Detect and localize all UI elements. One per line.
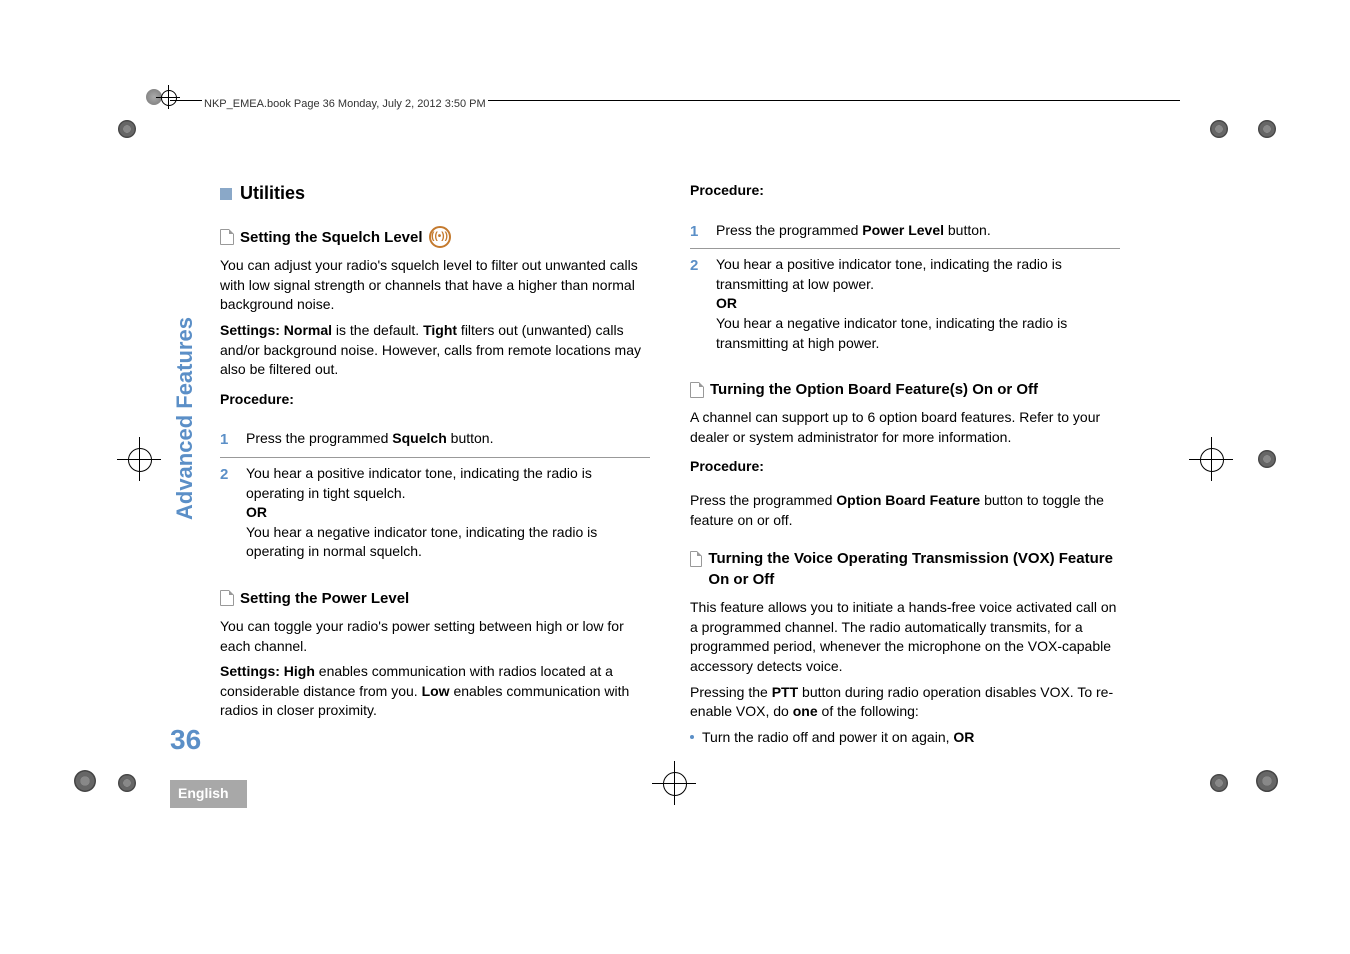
or-label: OR — [953, 729, 974, 745]
squelch-heading: Setting the Squelch Level ((•)) — [220, 226, 650, 248]
registration-mark — [1258, 450, 1276, 468]
squelch-button-label: Squelch — [392, 430, 446, 446]
vox-intro: This feature allows you to initiate a ha… — [690, 598, 1120, 676]
or-label: OR — [716, 295, 737, 311]
registration-mark — [1258, 120, 1276, 138]
registration-mark — [118, 120, 136, 138]
step-number: 1 — [220, 429, 228, 450]
square-bullet-icon — [220, 188, 232, 200]
tight-label: Tight — [423, 322, 457, 338]
settings-high: Settings: High — [220, 663, 315, 679]
procedure-label: Procedure: — [690, 457, 1120, 477]
squelch-intro: You can adjust your radio's squelch leve… — [220, 256, 650, 315]
or-label: OR — [246, 504, 267, 520]
vox-bullet-1: Turn the radio off and power it on again… — [690, 728, 1120, 748]
utilities-heading: Utilities — [220, 181, 650, 206]
right-column: Procedure: 1 Press the programmed Power … — [690, 181, 1120, 747]
left-column: Utilities Setting the Squelch Level ((•)… — [220, 181, 650, 747]
option-board-title: Turning the Option Board Feature(s) On o… — [710, 379, 1038, 400]
document-icon — [690, 551, 702, 567]
vox-ptt: Pressing the PTT button during radio ope… — [690, 683, 1120, 722]
option-board-heading: Turning the Option Board Feature(s) On o… — [690, 379, 1120, 400]
document-icon — [220, 590, 234, 606]
step-1: 1 Press the programmed Power Level butto… — [690, 215, 1120, 250]
power-intro: You can toggle your radio's power settin… — [220, 617, 650, 656]
header-rule: NKP_EMEA.book Page 36 Monday, July 2, 20… — [170, 100, 1180, 101]
vox-heading: Turning the Voice Operating Transmission… — [690, 548, 1120, 590]
antenna-icon: ((•)) — [429, 226, 451, 248]
power-steps: 1 Press the programmed Power Level butto… — [690, 215, 1120, 362]
step-2: 2 You hear a positive indicator tone, in… — [220, 458, 650, 570]
bullet-icon — [690, 735, 694, 739]
step-number: 1 — [690, 221, 698, 242]
squelch-settings: Settings: Normal is the default. Tight f… — [220, 321, 650, 380]
running-header: NKP_EMEA.book Page 36 Monday, July 2, 20… — [202, 97, 488, 112]
registration-mark — [74, 770, 96, 792]
step-number: 2 — [220, 464, 228, 485]
registration-mark — [1210, 120, 1228, 138]
option-board-intro: A channel can support up to 6 option boa… — [690, 408, 1120, 447]
power-heading: Setting the Power Level — [220, 588, 650, 609]
one-label: one — [793, 703, 818, 719]
step-number: 2 — [690, 255, 698, 276]
power-settings: Settings: High enables communication wit… — [220, 662, 650, 721]
squelch-title: Setting the Squelch Level — [240, 227, 423, 248]
registration-mark — [1210, 774, 1228, 792]
settings-normal: Settings: Normal — [220, 322, 332, 338]
page-number: 36 — [170, 720, 201, 759]
utilities-title: Utilities — [240, 181, 305, 206]
page-frame: NKP_EMEA.book Page 36 Monday, July 2, 20… — [170, 100, 1180, 820]
procedure-label: Procedure: — [690, 181, 1120, 201]
content: Utilities Setting the Squelch Level ((•)… — [170, 181, 1180, 747]
document-icon — [220, 229, 234, 245]
option-board-button-label: Option Board Feature — [836, 492, 980, 508]
low-label: Low — [422, 683, 450, 699]
power-title: Setting the Power Level — [240, 588, 409, 609]
step-2: 2 You hear a positive indicator tone, in… — [690, 249, 1120, 361]
side-tab: Advanced Features — [170, 317, 201, 520]
procedure-label: Procedure: — [220, 390, 650, 410]
registration-mark — [1256, 770, 1278, 792]
step-1: 1 Press the programmed Squelch button. — [220, 423, 650, 458]
document-icon — [690, 382, 704, 398]
power-level-button-label: Power Level — [862, 222, 944, 238]
vox-title: Turning the Voice Operating Transmission… — [708, 548, 1120, 590]
squelch-steps: 1 Press the programmed Squelch button. 2… — [220, 423, 650, 570]
registration-mark — [118, 774, 136, 792]
ptt-label: PTT — [772, 684, 798, 700]
language-tab: English — [170, 780, 247, 808]
option-board-proc: Press the programmed Option Board Featur… — [690, 491, 1120, 530]
